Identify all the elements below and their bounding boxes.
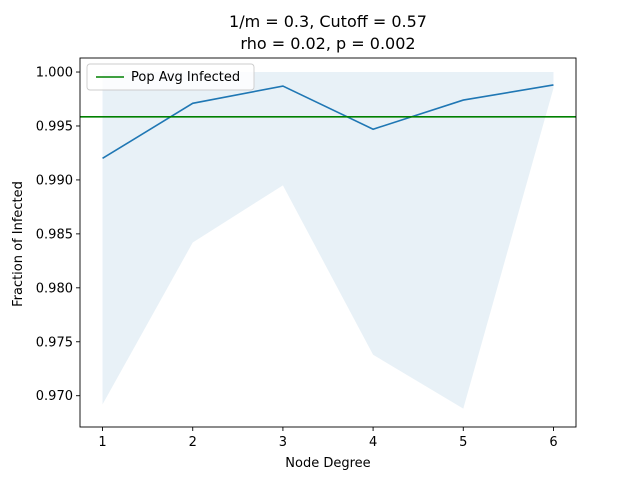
x-tick-label: 2 (189, 435, 197, 450)
y-tick-label: 1.000 (36, 66, 73, 81)
chart-title: 1/m = 0.3, Cutoff = 0.57 (229, 12, 427, 31)
legend: Pop Avg Infected (86, 63, 255, 91)
chart-subtitle: rho = 0.02, p = 0.002 (240, 34, 415, 53)
axes-frame (79, 57, 577, 428)
legend-label-pop-avg: Pop Avg Infected (131, 70, 240, 85)
legend-box (86, 63, 255, 91)
y-tick-label: 0.975 (36, 335, 73, 350)
y-axis: 0.970 0.975 0.980 0.985 0.990 0.995 1.000 (36, 66, 80, 404)
y-tick-label: 0.995 (36, 119, 73, 134)
confidence-band (102, 72, 554, 409)
y-tick-label: 0.970 (36, 389, 73, 404)
y-tick-label: 0.980 (36, 281, 73, 296)
y-tick-label: 0.985 (36, 227, 73, 242)
plot-area (80, 72, 576, 409)
y-tick-label: 0.990 (36, 173, 73, 188)
x-tick-label: 3 (279, 435, 287, 450)
x-tick-label: 6 (549, 435, 557, 450)
y-axis-label: Fraction of Infected (11, 181, 26, 307)
x-tick-label: 5 (459, 435, 467, 450)
x-axis-label: Node Degree (285, 456, 370, 471)
x-tick-label: 1 (98, 435, 106, 450)
x-axis: 1 2 3 4 5 6 (98, 427, 558, 450)
x-tick-label: 4 (369, 435, 377, 450)
series-line (102, 84, 554, 160)
